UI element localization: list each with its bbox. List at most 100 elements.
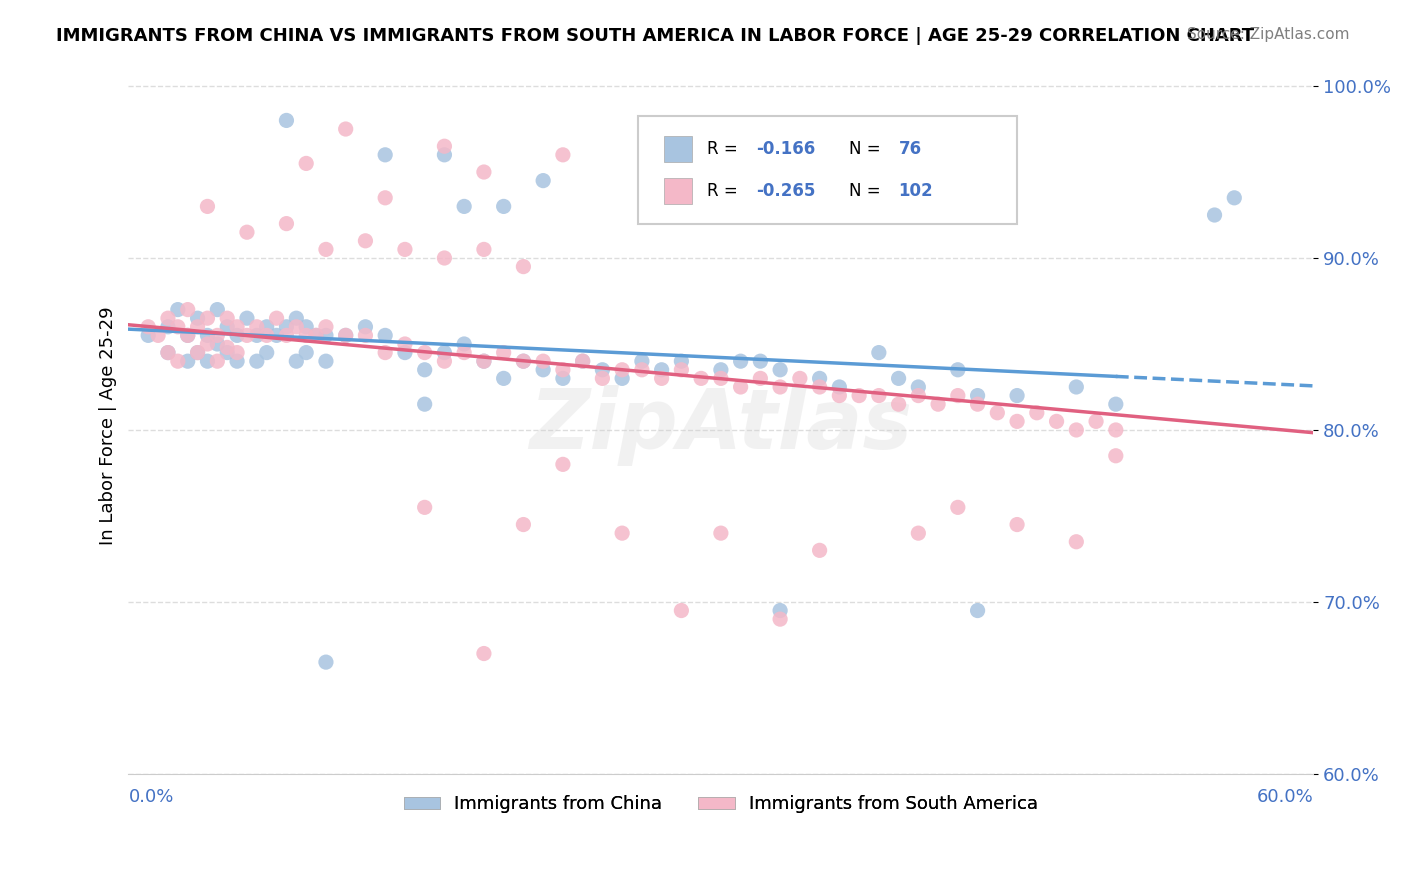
Point [531, 173, 554, 187]
Point [1105, 449, 1128, 463]
Text: N =: N = [849, 182, 886, 200]
Point [315, 655, 337, 669]
Point [156, 345, 179, 359]
Point [610, 526, 633, 541]
Point [690, 371, 713, 385]
Point [207, 302, 229, 317]
Point [512, 260, 534, 274]
Point [136, 328, 159, 343]
Point [315, 243, 337, 257]
Point [335, 328, 357, 343]
Point [453, 345, 475, 359]
Point [187, 345, 209, 359]
Point [492, 199, 515, 213]
Point [335, 328, 357, 343]
Point [226, 345, 249, 359]
Point [769, 363, 792, 377]
Point [256, 345, 278, 359]
Point [671, 603, 693, 617]
Point [551, 148, 574, 162]
Point [946, 500, 969, 515]
Point [354, 328, 377, 343]
Point [226, 328, 249, 343]
Point [887, 371, 910, 385]
Point [1005, 388, 1028, 402]
Point [187, 345, 209, 359]
Point [730, 380, 752, 394]
Point [305, 328, 328, 343]
Point [374, 345, 396, 359]
Point [226, 319, 249, 334]
Point [156, 345, 179, 359]
Point [1223, 191, 1246, 205]
Point [256, 319, 278, 334]
Point [966, 603, 988, 617]
Point [610, 371, 633, 385]
Point [166, 354, 188, 368]
Point [551, 363, 574, 377]
Point [472, 354, 495, 368]
Point [285, 319, 308, 334]
Point [374, 148, 396, 162]
Point [453, 337, 475, 351]
Point [295, 156, 318, 170]
Text: R =: R = [707, 140, 742, 158]
Point [187, 319, 209, 334]
Point [927, 397, 949, 411]
Point [197, 328, 219, 343]
Text: 76: 76 [898, 140, 922, 158]
Point [907, 380, 929, 394]
Point [433, 354, 456, 368]
Point [315, 328, 337, 343]
Point [217, 311, 239, 326]
Point [631, 363, 654, 377]
Point [868, 345, 890, 359]
Point [710, 363, 733, 377]
Point [472, 647, 495, 661]
Point [848, 388, 870, 402]
Point [1204, 208, 1226, 222]
Text: -0.265: -0.265 [756, 182, 815, 200]
Point [651, 363, 673, 377]
Point [769, 380, 792, 394]
Point [187, 311, 209, 326]
Point [631, 354, 654, 368]
Point [492, 345, 515, 359]
Point [651, 371, 673, 385]
Point [710, 526, 733, 541]
Point [315, 319, 337, 334]
Point [472, 243, 495, 257]
Point [828, 388, 851, 402]
Point [217, 345, 239, 359]
Point [789, 371, 811, 385]
Point [749, 371, 772, 385]
Point [156, 311, 179, 326]
Point [295, 319, 318, 334]
Point [671, 354, 693, 368]
Point [512, 517, 534, 532]
Point [166, 302, 188, 317]
Point [769, 612, 792, 626]
Point [1045, 414, 1067, 428]
Point [868, 388, 890, 402]
Point [966, 397, 988, 411]
Point [433, 148, 456, 162]
Point [394, 337, 416, 351]
Point [413, 363, 436, 377]
Point [808, 156, 831, 170]
Point [531, 354, 554, 368]
Point [285, 311, 308, 326]
Point [808, 371, 831, 385]
Point [236, 328, 259, 343]
Point [136, 319, 159, 334]
Point [374, 191, 396, 205]
Point [946, 388, 969, 402]
Text: R =: R = [707, 182, 742, 200]
Point [166, 319, 188, 334]
Point [1066, 423, 1088, 437]
Point [531, 363, 554, 377]
Point [266, 311, 288, 326]
Point [197, 337, 219, 351]
Point [907, 526, 929, 541]
Point [1105, 423, 1128, 437]
